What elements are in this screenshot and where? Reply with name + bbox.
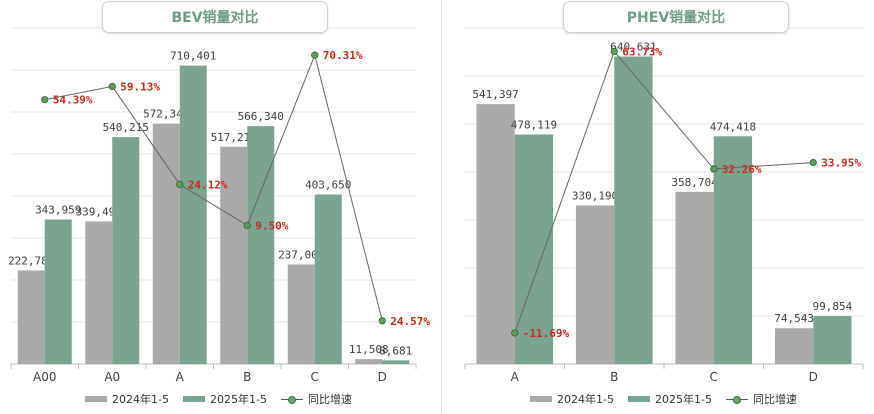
bev-bar-value-label: 710,401: [170, 50, 216, 63]
bev-bar-value-label: 572,345: [143, 108, 189, 121]
bev-legend-growth-label: 同比增速: [307, 393, 352, 406]
bev-legend-2025-label: 2025年1-5: [210, 393, 267, 406]
phev-growth-label: 33.95%: [821, 157, 861, 170]
bev-chart-svg: A00 A0 A B C D 222,783 339,490 572,345 517,215 237…: [8, 27, 430, 384]
bev-legend: 2024年1-5 2025年1-5 同比增速: [0, 391, 437, 407]
phev-bar-2024: [476, 104, 515, 364]
bev-bar-2025: [314, 194, 342, 364]
bev-bar-2025: [179, 65, 207, 364]
phev-category-label: D: [809, 370, 818, 384]
bev-growth-marker: [108, 82, 116, 91]
phev-bar-2024: [675, 191, 714, 364]
bev-legend-2025: 2025年1-5: [183, 391, 267, 407]
phev-legend: 2024年1-5 2025年1-5 同比增速: [453, 391, 874, 407]
bev-growth-label: 59.13%: [120, 80, 160, 93]
bev-bar-2024: [152, 123, 180, 364]
phev-growth-label: 63.73%: [622, 45, 662, 58]
phev-legend-2025-swatch: [628, 396, 650, 402]
phev-bar-value-label: 474,418: [710, 120, 756, 133]
phev-chart-svg: A B C D 541,397 330,190 358,704 74,543 478,119 64…: [464, 27, 864, 384]
bev-growth-label: 24.12%: [188, 178, 228, 191]
phev-chart-panel: A B C D 541,397 330,190 358,704 74,543 478,119 64…: [453, 0, 874, 414]
bev-growth-label: 24.57%: [390, 315, 430, 328]
phev-legend-2025-label: 2025年1-5: [655, 393, 712, 406]
bev-bar-2024: [287, 264, 315, 364]
bev-legend-growth: 同比增速: [280, 391, 352, 407]
bev-legend-2024-swatch: [85, 396, 108, 402]
bev-bar-2025: [247, 126, 275, 364]
phev-legend-2025: 2025年1-5: [628, 391, 712, 407]
bev-category-label: D: [378, 370, 387, 384]
phev-legend-2024: 2024年1-5: [530, 391, 614, 407]
phev-category-label: C: [710, 370, 718, 384]
bev-bar-value-label: 8,681: [379, 344, 412, 357]
phev-bar-value-label: 330,190: [572, 190, 618, 203]
bev-bar-value-label: 343,959: [35, 204, 81, 217]
phev-bar-value-label: 541,397: [472, 88, 518, 101]
bev-growth-marker: [176, 180, 184, 189]
phev-growth-marker: [511, 329, 519, 337]
phev-legend-2024-label: 2024年1-5: [557, 393, 614, 406]
bev-category-label: A00: [33, 370, 56, 384]
phev-growth-marker: [710, 165, 718, 173]
phev-bar-value-label: 74,543: [774, 312, 814, 325]
bev-legend-growth-swatch: [280, 395, 303, 404]
bev-bar-2025: [44, 219, 72, 364]
bev-category-label: A0: [104, 370, 120, 384]
bev-bar-value-label: 540,215: [103, 121, 149, 134]
phev-bar-2025: [813, 316, 852, 364]
phev-legend-2024-swatch: [530, 396, 553, 402]
bev-bar-value-label: 566,340: [238, 110, 284, 123]
bev-bar-value-label: 517,215: [211, 131, 257, 144]
bev-bar-2025: [112, 137, 140, 364]
bev-growth-label: 70.31%: [323, 49, 363, 62]
bev-growth-marker: [243, 221, 251, 229]
bev-growth-label: 54.39%: [53, 94, 93, 107]
phev-category-label: A: [511, 370, 520, 384]
phev-bar-value-label: 358,704: [671, 176, 718, 189]
bev-category-label: B: [243, 370, 251, 384]
phev-growth-line: [514, 50, 814, 334]
bev-growth-label: 9.50%: [255, 219, 288, 232]
bev-bar-value-label: 237,006: [278, 248, 324, 261]
phev-bar-2025: [614, 56, 653, 364]
phev-growth-label: 32.26%: [722, 163, 762, 176]
phev-legend-growth: 同比增速: [725, 391, 797, 407]
bev-bar-2024: [17, 270, 45, 364]
phev-bar-value-label: 640,631: [610, 40, 656, 53]
bev-bar-2024: [220, 146, 248, 364]
bev-category-label: A: [176, 370, 185, 384]
bev-bar-value-label: 222,783: [8, 254, 54, 267]
phev-legend-growth-swatch: [725, 395, 748, 404]
phev-growth-marker: [809, 158, 817, 167]
phev-bar-value-label: 99,854: [813, 300, 853, 313]
bev-growth-line: [44, 53, 383, 321]
bev-bar-2024: [85, 221, 113, 364]
bev-bar-value-label: 11,508: [349, 343, 389, 356]
phev-growth-label: -11.69%: [523, 327, 570, 340]
bev-bar-value-label: 403,650: [305, 178, 351, 191]
bev-growth-marker: [41, 96, 49, 104]
panel-divider: [441, 0, 442, 414]
phev-category-label: B: [610, 370, 618, 384]
bev-legend-2025-swatch: [183, 396, 205, 402]
phev-bar-2025: [713, 136, 753, 364]
bev-legend-2024-label: 2024年1-5: [112, 393, 169, 406]
phev-growth-marker: [610, 47, 618, 56]
bev-chart-title: BEV销量对比: [102, 1, 328, 33]
phev-bar-value-label: 478,119: [511, 119, 557, 132]
bev-category-label: C: [311, 370, 319, 384]
phev-bar-2024: [774, 328, 814, 364]
phev-chart-title: PHEV销量对比: [563, 1, 789, 33]
bev-growth-marker: [311, 51, 319, 59]
phev-legend-growth-label: 同比增速: [752, 393, 797, 406]
bev-bar-2025: [382, 360, 410, 364]
bev-growth-marker: [378, 317, 386, 325]
bev-bar-value-label: 339,490: [76, 205, 122, 218]
bev-bar-2024: [355, 359, 383, 364]
bev-chart-panel: A00 A0 A B C D 222,783 339,490 572,345 517,215 237…: [0, 1, 437, 407]
phev-bar-2024: [575, 205, 615, 364]
bev-legend-2024: 2024年1-5: [85, 391, 169, 407]
phev-bar-2025: [514, 134, 554, 364]
